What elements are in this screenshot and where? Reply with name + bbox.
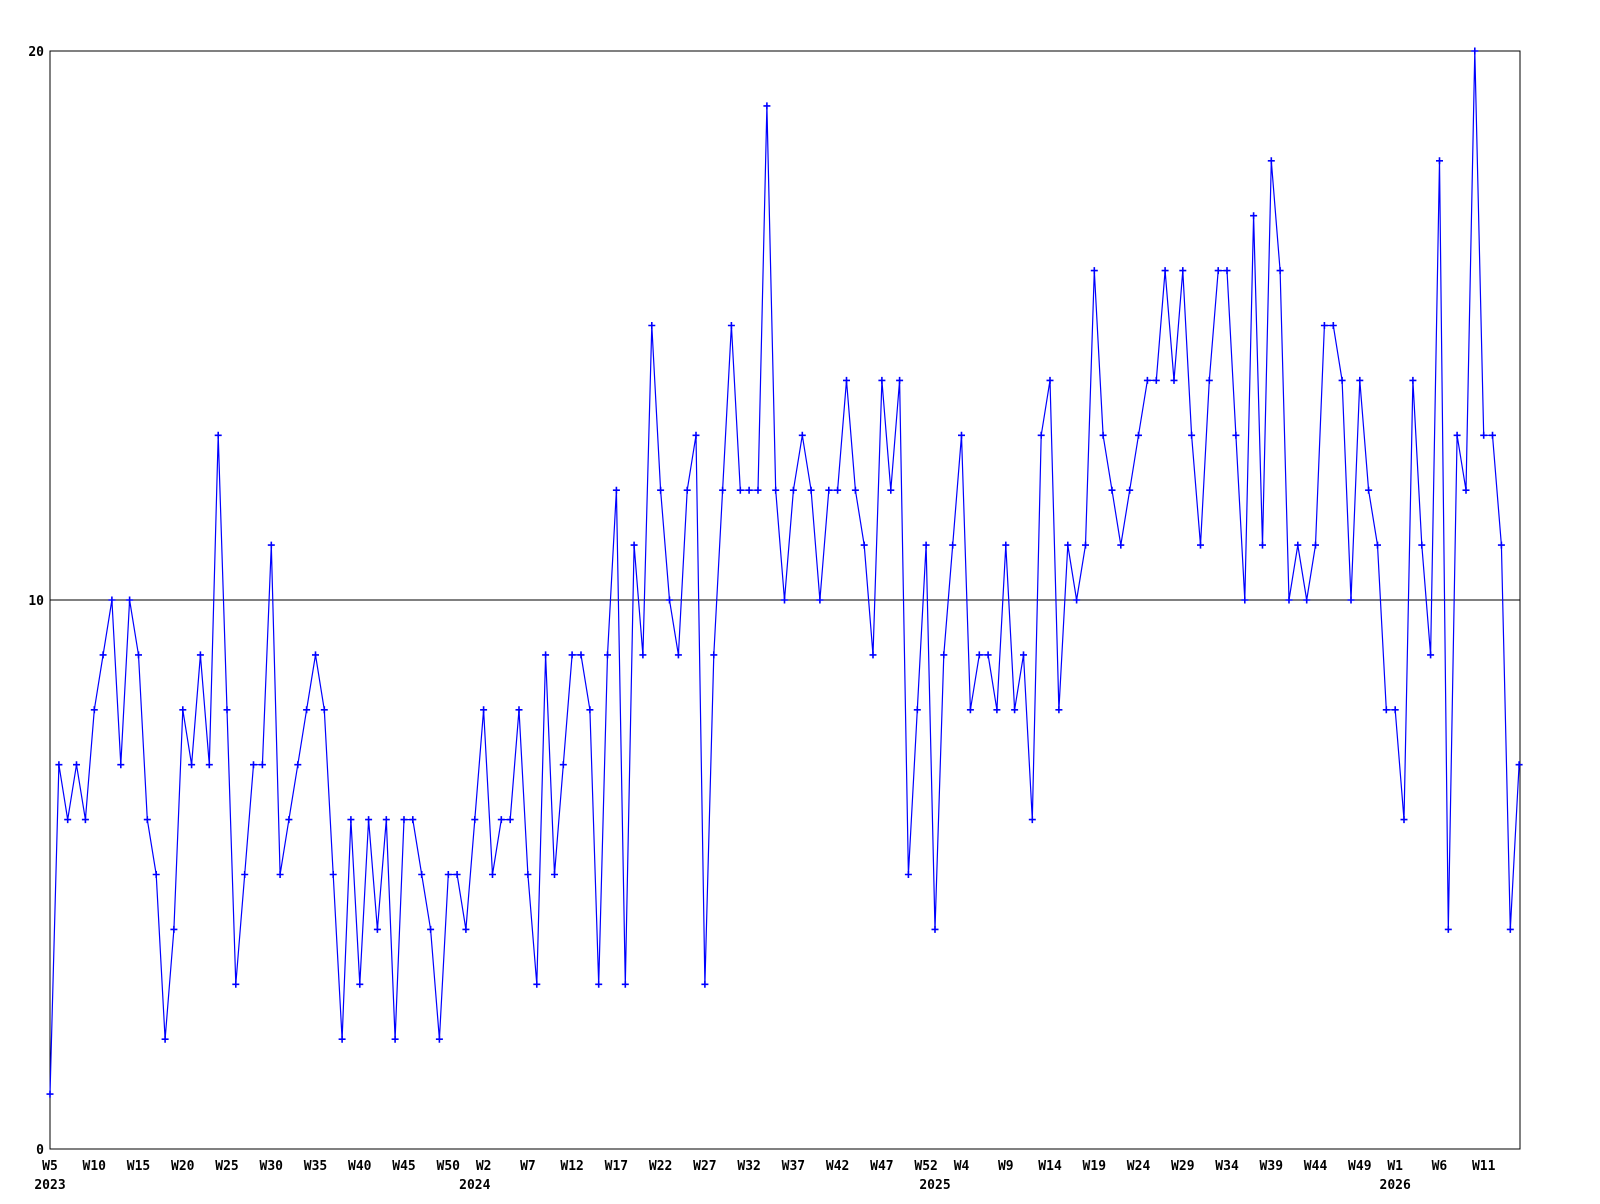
x-tick-label: W5 [42, 1159, 58, 1174]
x-tick-label: W1 [1387, 1159, 1403, 1174]
x-tick-label: W49 [1348, 1159, 1371, 1174]
x-tick-label: W22 [649, 1159, 672, 1174]
x-year-label: 2025 [919, 1178, 950, 1193]
x-tick-label: W15 [127, 1159, 150, 1174]
x-tick-label: W30 [260, 1159, 284, 1174]
y-tick-label: 20 [28, 45, 44, 60]
x-tick-label: W40 [348, 1159, 372, 1174]
x-tick-label: W19 [1083, 1159, 1106, 1174]
x-year-label: 2024 [459, 1178, 490, 1193]
data-line [49, 50, 1520, 1095]
x-tick-label: W29 [1171, 1159, 1194, 1174]
x-tick-label: W44 [1304, 1159, 1328, 1174]
x-tick-label: W39 [1260, 1159, 1283, 1174]
x-tick-label: W42 [826, 1159, 849, 1174]
x-tick-label: W37 [782, 1159, 805, 1174]
x-tick-label: W10 [83, 1159, 107, 1174]
x-tick-label: W27 [693, 1159, 716, 1174]
x-tick-label: W4 [954, 1159, 970, 1174]
x-tick-label: W17 [605, 1159, 628, 1174]
x-tick-label: W50 [437, 1159, 461, 1174]
y-tick-label: 0 [36, 1143, 44, 1158]
x-tick-label: W11 [1472, 1159, 1496, 1174]
x-tick-label: W47 [870, 1159, 893, 1174]
x-tick-label: W12 [560, 1159, 583, 1174]
x-tick-label: W14 [1038, 1159, 1062, 1174]
x-tick-label: W52 [914, 1159, 937, 1174]
x-tick-label: W35 [304, 1159, 327, 1174]
x-tick-label: W45 [392, 1159, 415, 1174]
x-year-label: 2023 [34, 1178, 65, 1193]
data-point-markers [46, 47, 1523, 1098]
x-year-label: 2026 [1380, 1178, 1411, 1193]
x-tick-label: W32 [737, 1159, 760, 1174]
x-tick-label: W25 [215, 1159, 238, 1174]
x-tick-label: W6 [1432, 1159, 1448, 1174]
x-tick-label: W34 [1215, 1159, 1239, 1174]
x-tick-label: W7 [520, 1159, 536, 1174]
x-tick-label: W20 [171, 1159, 195, 1174]
y-tick-label: 10 [28, 594, 44, 609]
x-tick-label: W24 [1127, 1159, 1151, 1174]
x-tick-label: W9 [998, 1159, 1014, 1174]
x-tick-label: W2 [476, 1159, 492, 1174]
